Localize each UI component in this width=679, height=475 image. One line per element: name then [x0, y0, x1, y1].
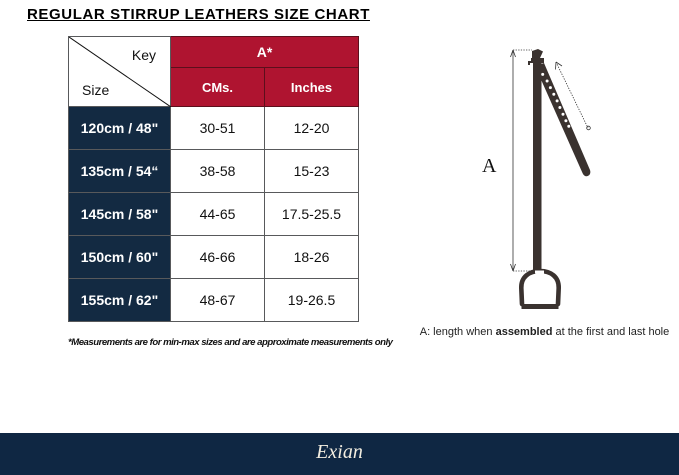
svg-text:A: A [482, 155, 497, 177]
